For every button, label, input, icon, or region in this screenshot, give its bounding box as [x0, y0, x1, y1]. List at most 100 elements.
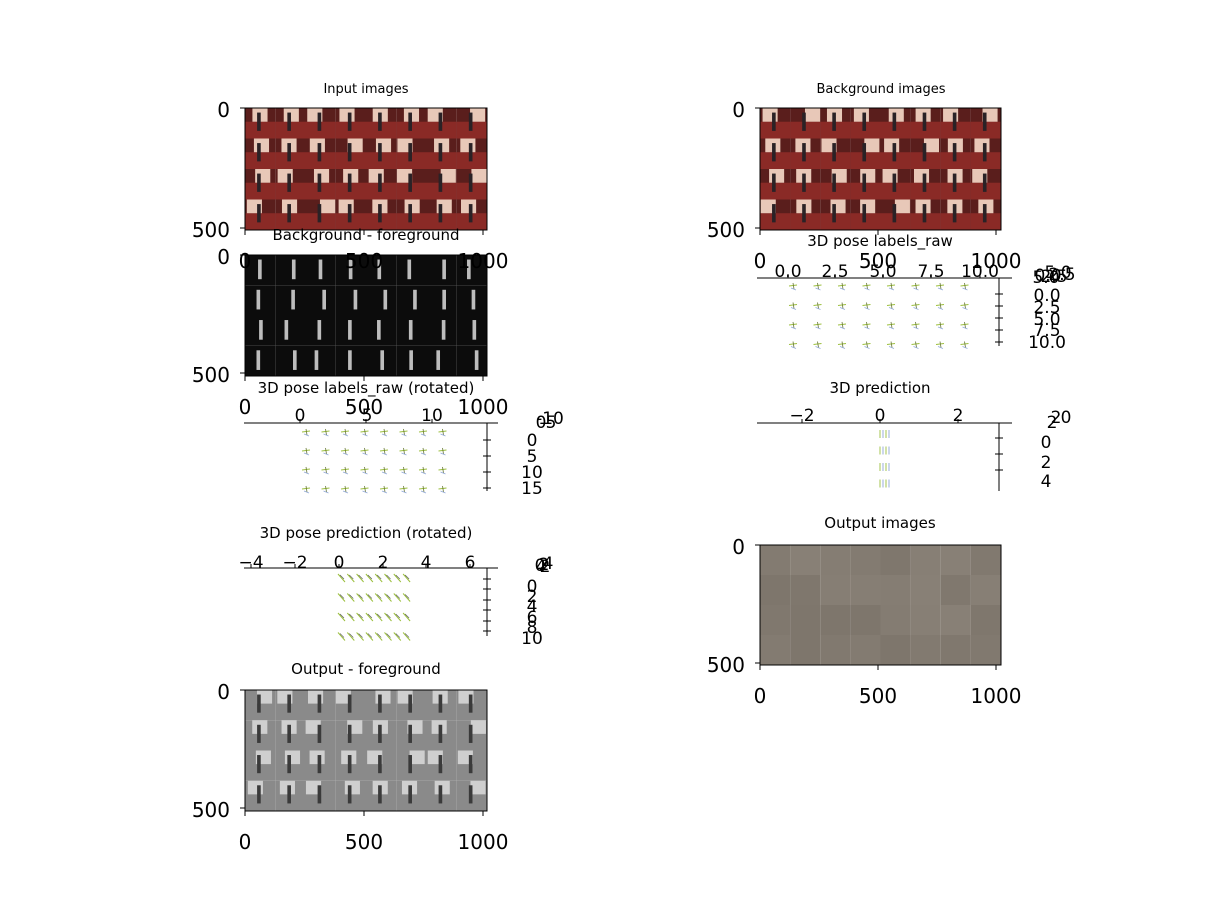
pose-marker — [365, 573, 374, 583]
svg-text:2: 2 — [539, 555, 550, 575]
mosaic-tile — [396, 108, 427, 139]
pose-marker — [788, 341, 798, 349]
svg-text:500: 500 — [707, 218, 745, 242]
pose-marker — [321, 485, 330, 494]
svg-text:500: 500 — [192, 798, 230, 822]
svg-text:0: 0 — [217, 98, 230, 122]
pose-marker — [911, 321, 920, 330]
mosaic-tile — [245, 720, 276, 751]
mosaic-tile — [275, 169, 306, 200]
pose-marker — [402, 573, 411, 583]
pose-marker — [346, 593, 355, 602]
pose-marker — [438, 485, 447, 494]
pose-marker — [346, 573, 355, 583]
mosaic-tile — [245, 345, 276, 376]
svg-text:10: 10 — [421, 406, 443, 426]
mosaic-tile — [426, 720, 457, 751]
mosaic-tile — [910, 138, 941, 169]
x-tick-10: 10 — [421, 406, 443, 426]
mosaic-tile — [790, 605, 821, 635]
y-tick-6: 6 — [483, 608, 537, 628]
mosaic-tile — [275, 345, 306, 376]
x-tick-500: 500 — [859, 230, 897, 273]
svg-text:−2: −2 — [282, 553, 307, 573]
pose-marker — [301, 466, 311, 475]
mosaic-tile — [245, 315, 276, 346]
x-tick-500: 500 — [345, 811, 383, 854]
mosaic-tile — [426, 780, 457, 811]
mosaic-tile — [305, 199, 336, 230]
mosaic-tile — [456, 690, 487, 721]
mosaic-tile — [305, 720, 336, 751]
pose-marker — [321, 428, 330, 437]
x-tick-0: 0 — [875, 406, 886, 426]
mosaic-tile — [335, 138, 366, 169]
svg-text:4: 4 — [1041, 472, 1052, 492]
y-tick-0: 0 — [732, 535, 760, 559]
svg-text:5: 5 — [527, 447, 538, 467]
mosaic-tile — [305, 345, 336, 376]
mosaic-tile — [426, 285, 457, 316]
svg-text:4: 4 — [543, 554, 554, 574]
pose-marker — [960, 302, 969, 310]
pose-marker — [301, 447, 311, 456]
pose-marker — [340, 428, 350, 437]
y-tick-0: 0 — [217, 245, 245, 269]
mosaic-tile — [245, 285, 276, 316]
z-tick-labels: -10 -5 0 — [536, 409, 564, 433]
pose-marker — [935, 302, 945, 310]
mosaic-tile — [760, 575, 791, 605]
svg-text:10: 10 — [521, 629, 543, 649]
mosaic-tile — [940, 169, 971, 200]
mosaic-tile — [940, 108, 971, 139]
mosaic-tile — [820, 138, 851, 169]
svg-text:0: 0 — [535, 556, 546, 576]
pose-marker — [911, 302, 920, 310]
mosaic-tile — [940, 605, 971, 635]
mosaic-tile — [760, 108, 791, 139]
panel-title: Input images — [323, 82, 408, 97]
mosaic-tile — [426, 315, 457, 346]
svg-text:15: 15 — [521, 479, 543, 499]
panel-title: Background - foreground — [272, 226, 459, 244]
mosaic-tile — [820, 199, 851, 230]
mosaic-tile — [880, 575, 911, 605]
mosaic-tile — [760, 635, 791, 665]
svg-text:8: 8 — [527, 618, 538, 638]
pose-marker — [886, 341, 896, 349]
svg-text:0: 0 — [239, 249, 252, 273]
x-tick-5: 5 — [362, 406, 373, 426]
pose-marker — [960, 321, 969, 330]
mosaic-tile — [305, 285, 336, 316]
mosaic-tile — [790, 169, 821, 200]
mosaic-tile — [456, 750, 487, 781]
mosaic-tile — [426, 690, 457, 721]
pose-marker — [356, 612, 364, 622]
mosaic-tile — [970, 199, 1001, 230]
svg-text:2: 2 — [953, 406, 964, 426]
y-tick-2: 2 — [483, 587, 537, 607]
mosaic-tile — [335, 169, 366, 200]
pose-marker — [384, 573, 392, 583]
mosaic-tile — [366, 138, 397, 169]
pose-marker — [837, 321, 847, 330]
pose-marker — [862, 302, 871, 310]
pose-marker — [337, 593, 346, 602]
y-tick-0: 0 — [995, 433, 1051, 453]
pose-marker — [360, 466, 369, 475]
svg-text:1000: 1000 — [971, 684, 1022, 708]
mosaic-tile — [245, 750, 276, 781]
svg-text:-10: -10 — [536, 409, 564, 429]
mosaic-tile — [456, 285, 487, 316]
x-tick-7.5: 7.5 — [917, 262, 944, 282]
mosaic-tile — [305, 169, 336, 200]
mosaic-tile — [396, 780, 427, 811]
mosaic-tile — [456, 780, 487, 811]
pose-marker — [813, 321, 822, 330]
mosaic-tile — [396, 285, 427, 316]
pose-marker — [340, 466, 350, 475]
panel-title: 3D pose prediction (rotated) — [260, 524, 473, 542]
mosaic-tile — [910, 605, 941, 635]
svg-text:10.0: 10.0 — [961, 262, 999, 282]
pose-marker — [788, 321, 798, 330]
